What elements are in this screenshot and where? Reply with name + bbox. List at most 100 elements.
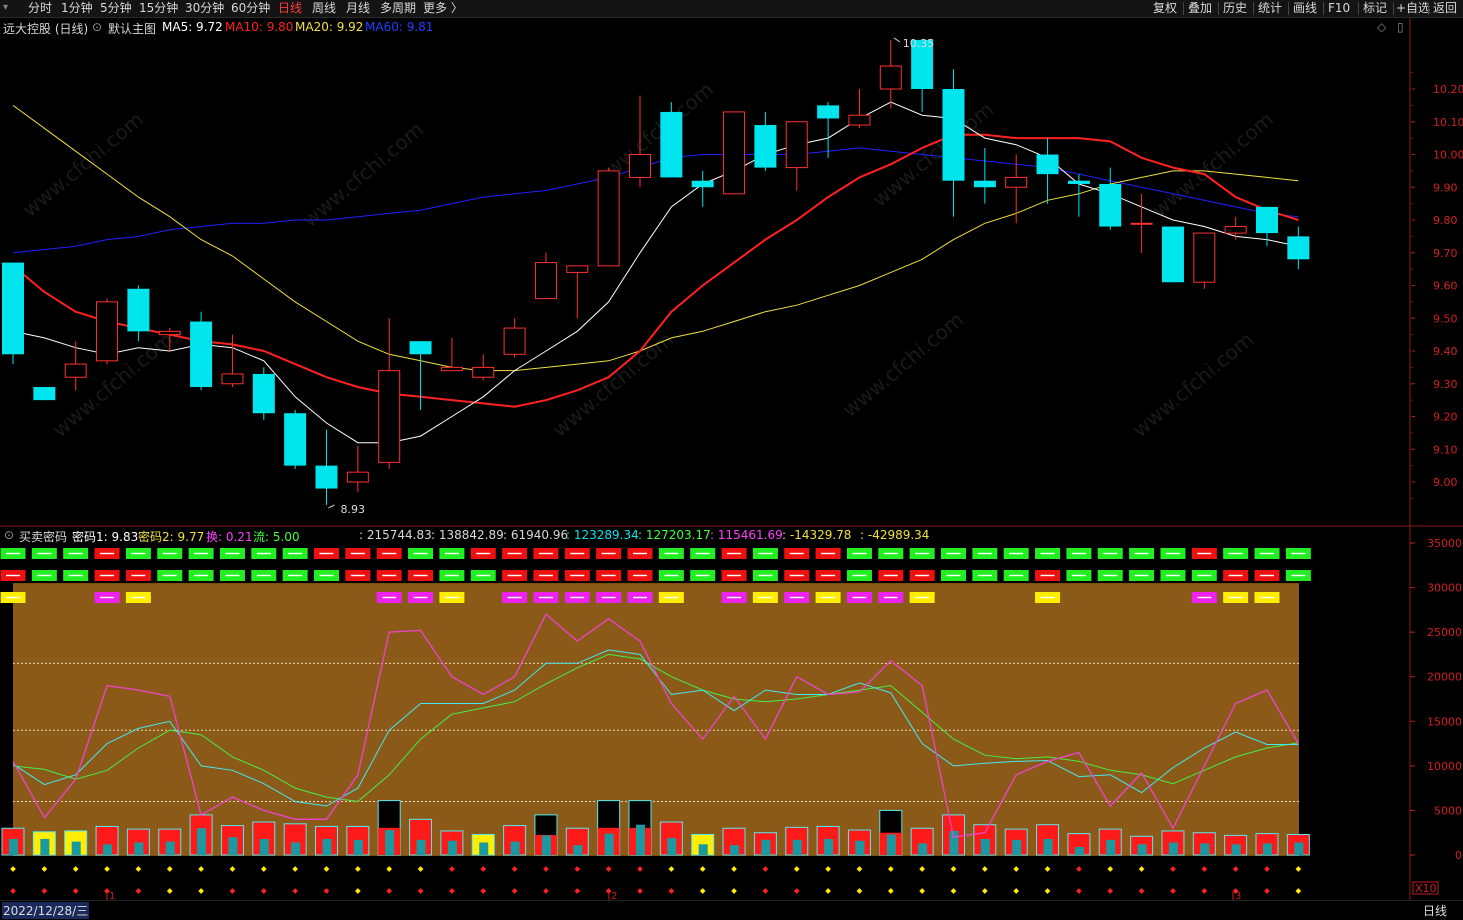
value-2: : 138842.89 <box>431 528 504 542</box>
tab-multi-period[interactable]: 多周期 <box>380 0 416 17</box>
signal-dot-bottom <box>167 888 173 894</box>
signal-dot-bottom <box>794 888 800 894</box>
tab-60min[interactable]: 60分钟 <box>231 0 270 17</box>
volume-inner-bar <box>761 840 770 855</box>
separator <box>1253 2 1254 15</box>
history-button[interactable]: 历史 <box>1223 0 1247 17</box>
tab-30min[interactable]: 30分钟 <box>185 0 224 17</box>
signal-dot-top <box>1107 866 1113 872</box>
signal-dot-top <box>888 866 894 872</box>
tab-15min[interactable]: 15分钟 <box>139 0 178 17</box>
volume-inner-bar <box>981 839 990 855</box>
volume-inner-bar <box>134 843 143 855</box>
signal-dot-top <box>637 866 643 872</box>
signal-dot-bottom <box>731 888 737 894</box>
volume-inner-bar <box>1012 840 1021 855</box>
candle-body <box>692 181 714 188</box>
mark-button[interactable]: 标记 <box>1363 0 1387 17</box>
candle-body <box>1099 184 1121 227</box>
value-8: : -42989.34 <box>860 528 929 542</box>
signal-dot-bottom <box>42 888 48 894</box>
candle-body <box>598 171 619 266</box>
volume-inner-bar <box>72 842 81 855</box>
volume-inner-bar <box>1294 843 1303 855</box>
ma20-label: MA20: 9.92 <box>295 20 363 34</box>
watermark: www.cfchi.com <box>868 97 998 212</box>
volume-inner-bar <box>291 843 300 855</box>
candle-body <box>410 341 432 354</box>
chart-canvas[interactable]: 9.00 9.10 9.20 9.30 9.40 9.50 9.60 9.70 9.80 9.90… <box>0 18 1463 900</box>
candle-body <box>1225 227 1246 234</box>
volume-inner-bar <box>228 837 237 855</box>
f10-button[interactable]: F10 <box>1328 0 1350 17</box>
value-4: : 123289.34 <box>566 528 639 542</box>
signal-dot-bottom <box>919 888 925 894</box>
watermark: www.cfchi.com <box>1148 107 1278 222</box>
signal-dot-bottom <box>543 888 549 894</box>
menu-icon[interactable]: ▾ <box>3 1 15 14</box>
signal-dot-top <box>1139 866 1145 872</box>
volume-inner-bar <box>448 841 457 855</box>
value-3: : 61940.96 <box>503 528 568 542</box>
stock-title: 远大控股 (日线) <box>3 20 88 37</box>
signal-dot-bottom <box>355 888 361 894</box>
template-toggle-icon[interactable]: ⊙ <box>92 20 102 34</box>
candle-body <box>1287 236 1309 259</box>
tab-more[interactable]: 更多 〉 <box>423 0 463 17</box>
volume-inner-bar <box>605 834 614 855</box>
signal-dot-bottom <box>888 888 894 894</box>
draw-line-button[interactable]: 画线 <box>1293 0 1317 17</box>
signal-dot-bottom <box>1013 888 1019 894</box>
tab-daily[interactable]: 日线 <box>278 0 302 17</box>
tab-monthly[interactable]: 月线 <box>346 0 370 17</box>
code1-value: 密码1: 9.83 <box>72 528 138 545</box>
indicator-name[interactable]: 买卖密码 <box>19 528 67 545</box>
volume-inner-bar <box>323 839 332 855</box>
restore-rights-button[interactable]: 复权 <box>1153 0 1177 17</box>
candle-body <box>817 105 839 118</box>
candle-body <box>473 367 494 377</box>
signal-dot-bottom <box>574 888 580 894</box>
indicator-toggle-icon[interactable]: ⊙ <box>4 528 14 542</box>
signal-dot-top <box>136 866 142 872</box>
volume-inner-bar <box>511 842 520 855</box>
candle-body <box>1131 223 1152 224</box>
price-tick-label: 9.50 <box>1433 312 1458 325</box>
signal-dot-top <box>857 866 863 872</box>
add-watchlist-button[interactable]: +自选 <box>1396 0 1430 17</box>
candle-body <box>316 466 338 489</box>
signal-dot-top <box>731 866 737 872</box>
signal-dot-bottom <box>1264 888 1270 894</box>
tab-weekly[interactable]: 周线 <box>312 0 336 17</box>
volume-inner-bar <box>1200 843 1209 855</box>
candle-body <box>253 374 275 413</box>
candle-body <box>849 115 870 125</box>
price-tick-label: 9.40 <box>1433 345 1458 358</box>
candle-body <box>190 322 212 388</box>
overlay-button[interactable]: 叠加 <box>1188 0 1212 17</box>
back-button[interactable]: 返回 <box>1433 0 1457 17</box>
volume-inner-bar <box>1044 839 1053 855</box>
signal-dot-top <box>449 866 455 872</box>
price-tick-label: 9.60 <box>1433 280 1458 293</box>
signal-dot-top <box>1076 866 1082 872</box>
template-label[interactable]: 默认主图 <box>108 20 156 37</box>
signal-dot-bottom <box>198 888 204 894</box>
statistics-button[interactable]: 统计 <box>1258 0 1282 17</box>
panel-toggle-icon[interactable]: ▯ <box>1397 20 1404 34</box>
signal-dot-top <box>951 866 957 872</box>
candle-body <box>379 371 400 463</box>
signal-dot-bottom <box>230 888 236 894</box>
diamond-icon[interactable]: ◇ <box>1377 20 1386 34</box>
high-pointer <box>894 38 900 42</box>
volume-inner-bar <box>918 843 927 855</box>
volume-inner-bar <box>824 839 833 855</box>
volume-inner-bar <box>950 831 959 855</box>
tab-1min[interactable]: 1分钟 <box>61 0 93 17</box>
tab-minute[interactable]: 分时 <box>28 0 52 17</box>
tab-5min[interactable]: 5分钟 <box>100 0 132 17</box>
signal-dot-bottom <box>857 888 863 894</box>
separator <box>1183 2 1184 15</box>
volume-inner-bar <box>1263 843 1272 855</box>
signal-dot-bottom <box>1170 888 1176 894</box>
